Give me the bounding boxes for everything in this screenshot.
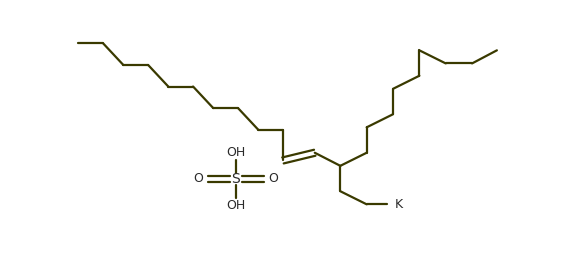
Text: O: O xyxy=(268,172,278,185)
Text: O: O xyxy=(194,172,203,185)
Text: S: S xyxy=(231,172,240,186)
Text: OH: OH xyxy=(226,199,245,212)
Text: OH: OH xyxy=(226,146,245,159)
Text: K: K xyxy=(394,198,403,211)
